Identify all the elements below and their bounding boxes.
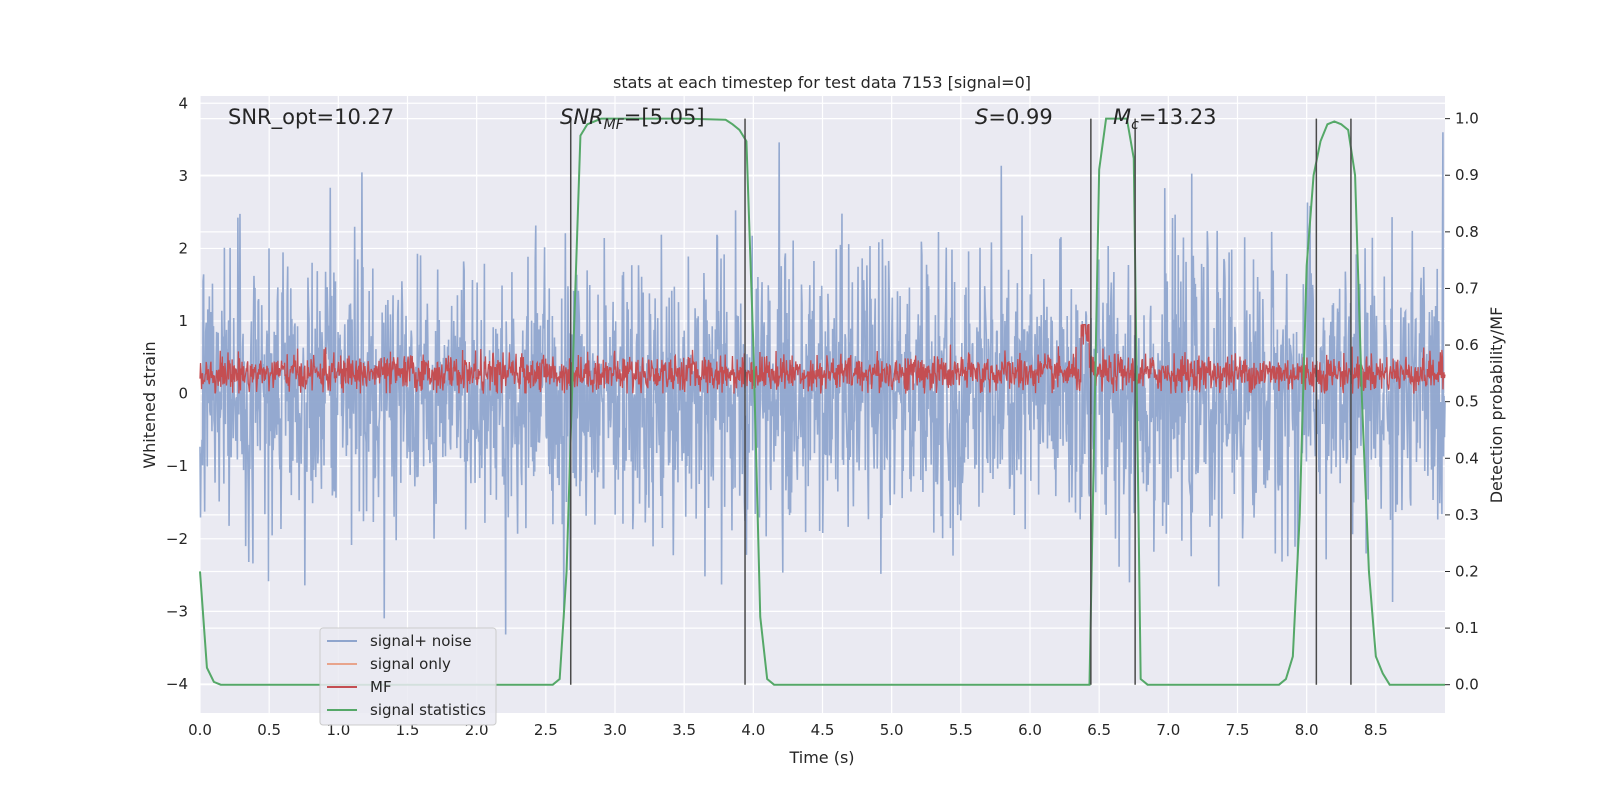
annotation-mc-value: =13.23 xyxy=(1139,105,1217,129)
annotation-mc-main: M xyxy=(1113,105,1131,129)
x-tick-label: 7.5 xyxy=(1226,721,1250,739)
annotation-snr-mf: SNRMF=[5.05] xyxy=(560,105,705,133)
x-tick-labels: 0.0 0.5 1.0 1.5 2.0 2.5 3.0 3.5 4.0 4.5 5.0 5.5 6.0 6… xyxy=(188,721,1388,739)
x-tick-label: 8.0 xyxy=(1295,721,1319,739)
legend-label-mf: MF xyxy=(370,678,392,696)
x-tick-label: 4.5 xyxy=(811,721,835,739)
annotation-s: S=0.99 xyxy=(975,105,1053,129)
y-tick-label: 2 xyxy=(178,239,188,257)
series-signal-statistics xyxy=(199,117,1445,686)
x-tick-label: 7.0 xyxy=(1156,721,1180,739)
vertical-markers xyxy=(569,118,1352,685)
x-tick-label: 2.5 xyxy=(534,721,558,739)
x-tick-label: 0.0 xyxy=(188,721,212,739)
annotation-snr-mf-sub: MF xyxy=(604,117,625,133)
y-right-axis-label: Detection probability/MF xyxy=(1487,307,1506,504)
y-right-tick-label: 0.4 xyxy=(1455,449,1479,467)
x-tick-label: 3.5 xyxy=(672,721,696,739)
y-right-tick-label: 0.9 xyxy=(1455,166,1479,184)
legend: signal+ noise signal only MF signal stat… xyxy=(319,627,497,726)
x-tick-label: 5.5 xyxy=(949,721,973,739)
series-line-signal-noise xyxy=(199,132,1446,635)
annotation-mc-sub: c xyxy=(1131,117,1139,133)
y-right-tick-labels: 1.0 0.9 0.8 0.7 0.6 0.5 0.4 0.3 0.2 0.1 0.0 xyxy=(1445,110,1479,694)
chart-title: stats at each timestep for test data 715… xyxy=(613,73,1031,92)
x-tick-label: 4.0 xyxy=(741,721,765,739)
y-right-tick-label: 1.0 xyxy=(1455,110,1479,128)
annotation-snr-opt: SNR_opt=10.27 xyxy=(228,105,394,130)
y-right-tick-label: 0.7 xyxy=(1455,279,1479,297)
annotation-s-main: S xyxy=(975,105,988,129)
x-tick-label: 8.5 xyxy=(1364,721,1388,739)
y-axis-label: Whitened strain xyxy=(140,341,159,468)
legend-label-signal-noise: signal+ noise xyxy=(370,632,472,650)
y-tick-label: −2 xyxy=(166,530,188,548)
legend-box xyxy=(319,627,497,726)
y-tick-labels: 4 3 2 1 0 −1 −2 −3 −4 xyxy=(166,94,188,693)
x-tick-label: 5.0 xyxy=(880,721,904,739)
annotation-mc: Mc=13.23 xyxy=(1113,105,1217,133)
y-tick-label: 1 xyxy=(178,312,188,330)
y-right-tick-label: 0.6 xyxy=(1455,336,1479,354)
y-tick-label: 3 xyxy=(178,167,188,185)
series-line-signal-statistics xyxy=(199,117,1445,686)
series-signal-noise xyxy=(199,132,1446,635)
y-right-tick-label: 0.3 xyxy=(1455,506,1479,524)
y-tick-label: 0 xyxy=(178,385,188,403)
y-right-tick-label: 0.2 xyxy=(1455,562,1479,580)
series-mf xyxy=(199,324,1446,394)
legend-label-signal-only: signal only xyxy=(370,655,451,673)
x-tick-label: 6.0 xyxy=(1018,721,1042,739)
y-right-tick-label: 0.0 xyxy=(1455,676,1479,694)
y-tick-label: −1 xyxy=(166,457,188,475)
y-right-tick-label: 0.1 xyxy=(1455,619,1479,637)
x-axis-label: Time (s) xyxy=(788,748,854,767)
x-tick-label: 0.5 xyxy=(257,721,281,739)
y-right-tick-label: 0.8 xyxy=(1455,223,1479,241)
annotation-snr-mf-value: =[5.05] xyxy=(624,105,705,129)
y-right-tick-label: 0.5 xyxy=(1455,393,1479,411)
y-tick-label: −4 xyxy=(166,675,188,693)
annotation-s-value: =0.99 xyxy=(988,105,1052,129)
series-line-mf xyxy=(199,324,1446,394)
x-tick-label: 3.0 xyxy=(603,721,627,739)
y-tick-label: 4 xyxy=(178,94,188,112)
x-tick-label: 6.5 xyxy=(1087,721,1111,739)
legend-label-signal-statistics: signal statistics xyxy=(370,701,486,719)
annotation-snr-mf-main: SNR xyxy=(560,105,604,129)
y-tick-label: −3 xyxy=(166,602,188,620)
